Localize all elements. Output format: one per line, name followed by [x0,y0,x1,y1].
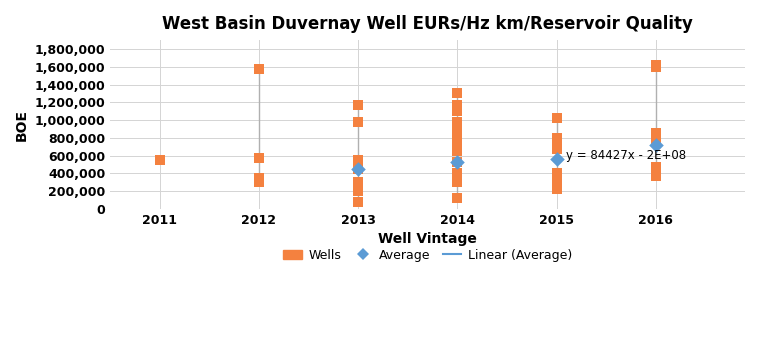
Point [550,171,562,176]
Point [550,175,562,181]
Point [352,166,364,172]
Point [451,159,464,164]
Y-axis label: BOE: BOE [15,109,29,141]
Point [550,116,562,121]
Point [451,119,464,125]
Point [650,62,662,67]
Title: West Basin Duvernay Well EURs/Hz km/Reservoir Quality: West Basin Duvernay Well EURs/Hz km/Rese… [162,15,693,33]
Point [550,135,562,141]
Text: y = 84427x - 2E+08: y = 84427x - 2E+08 [566,149,686,162]
Point [650,171,662,176]
Point [451,108,464,114]
Point [451,133,464,138]
Legend: Wells, Average, Linear (Average): Wells, Average, Linear (Average) [278,244,577,267]
Point [352,166,364,172]
Point [253,175,265,181]
Point [352,179,364,185]
Point [352,200,364,205]
Point [352,119,364,125]
Point [550,146,562,152]
Point [253,155,265,161]
Point [352,102,364,107]
Point [451,195,464,201]
Point [451,171,464,176]
Point [650,142,662,148]
Point [451,102,464,107]
Point [451,160,464,165]
Point [352,157,364,163]
Point [650,139,662,145]
Point [451,139,464,145]
Point [650,130,662,136]
Point [650,164,662,170]
Point [253,66,265,72]
Point [253,179,265,185]
Point [550,182,562,187]
Point [650,173,662,178]
Point [550,139,562,145]
Point [650,64,662,69]
Point [550,156,562,162]
Point [451,179,464,185]
X-axis label: Well Vintage: Well Vintage [378,232,477,246]
Point [650,135,662,141]
Point [451,149,464,154]
Point [650,133,662,139]
Point [352,188,364,194]
Point [550,186,562,192]
Point [451,128,464,134]
Point [154,157,166,163]
Point [451,91,464,96]
